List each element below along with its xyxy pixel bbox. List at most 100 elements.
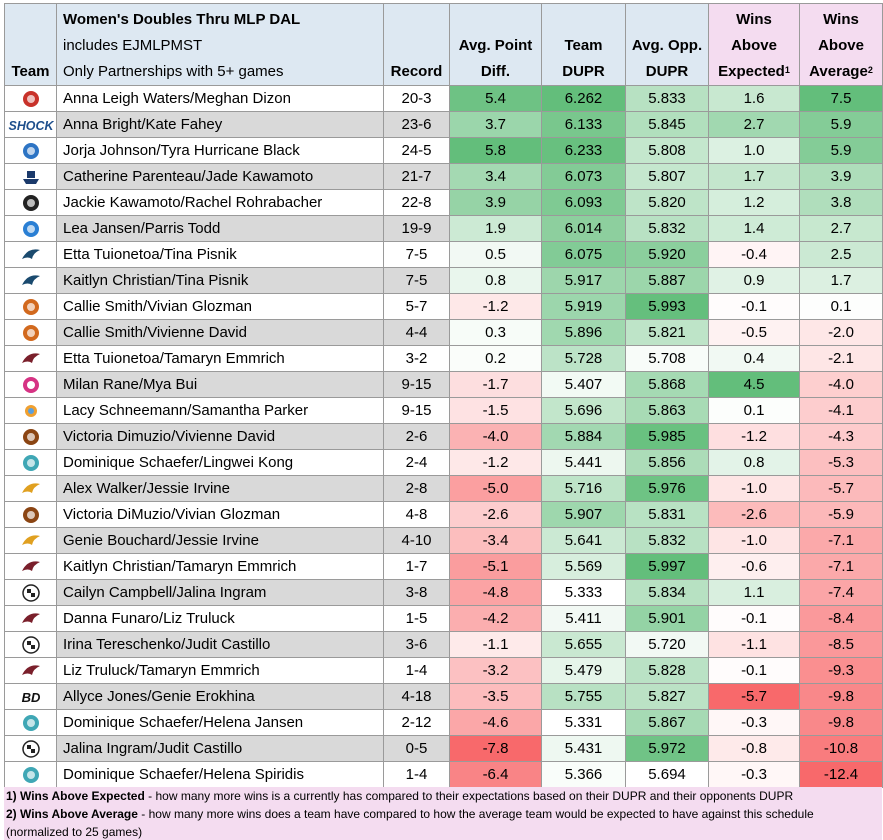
table-row: Milan Rane/Mya Bui 9-15 -1.7 5.407 5.868 4.5-… bbox=[4, 371, 883, 398]
wins-above-expected-cell: -0.6 bbox=[708, 553, 800, 580]
record-cell: 1-5 bbox=[383, 605, 450, 632]
wins-above-expected-cell: -1.1 bbox=[708, 631, 800, 658]
partnership-name: Liz Truluck/Tamaryn Emmrich bbox=[56, 657, 384, 684]
wins-above-expected-cell: 2.7 bbox=[708, 111, 800, 138]
wins-above-expected-cell: -1.0 bbox=[708, 527, 800, 554]
table-row: Anna Leigh Waters/Meghan Dizon 20-3 5.4 6.2… bbox=[4, 85, 883, 112]
waa-line3: Average2 bbox=[809, 63, 873, 80]
avg-point-line2: Diff. bbox=[480, 63, 511, 80]
wins-above-average-cell: -12.4 bbox=[799, 761, 883, 788]
wae-line3: Expected1 bbox=[718, 63, 790, 80]
team-dupr-header: Team DUPR bbox=[541, 3, 626, 86]
table-row: Cailyn Campbell/Jalina Ingram 3-8 -4.8 5.33… bbox=[4, 579, 883, 606]
team-dupr-cell: 5.655 bbox=[541, 631, 626, 658]
partnership-name: Victoria DiMuzio/Vivian Glozman bbox=[56, 501, 384, 528]
table-row: Dominique Schaefer/Helena Jansen 2-12 -4.6… bbox=[4, 709, 883, 736]
team-logo-cell bbox=[4, 475, 57, 502]
table-subtitle-1: includes EJMLPMST bbox=[63, 37, 203, 54]
team-logo-cell bbox=[4, 631, 57, 658]
banner-crest-icon bbox=[22, 428, 39, 445]
record-header: Record bbox=[383, 3, 450, 86]
opp-dupr-cell: 5.985 bbox=[625, 423, 709, 450]
team-dupr-cell: 5.755 bbox=[541, 683, 626, 710]
team-dupr-cell: 5.728 bbox=[541, 345, 626, 372]
table-row: Callie Smith/Vivienne David 4-4 0.3 5.896 5.… bbox=[4, 319, 883, 346]
partnership-name: Anna Bright/Kate Fahey bbox=[56, 111, 384, 138]
record-cell: 5-7 bbox=[383, 293, 450, 320]
avg-point-diff-cell: 5.8 bbox=[449, 137, 542, 164]
partnership-name: Dominique Schaefer/Lingwei Kong bbox=[56, 449, 384, 476]
team-dupr-cell: 5.884 bbox=[541, 423, 626, 450]
partnership-name: Etta Tuionetoa/Tamaryn Emmrich bbox=[56, 345, 384, 372]
team-logo-cell bbox=[4, 85, 57, 112]
record-cell: 7-5 bbox=[383, 241, 450, 268]
wae-line2: Above bbox=[731, 37, 777, 54]
opp-dupr-cell: 5.807 bbox=[625, 163, 709, 190]
wins-above-expected-cell: -0.1 bbox=[708, 605, 800, 632]
team-logo-cell bbox=[4, 449, 57, 476]
opp-dupr-cell: 5.993 bbox=[625, 293, 709, 320]
team-dupr-cell: 5.331 bbox=[541, 709, 626, 736]
waa-line2: Above bbox=[818, 37, 864, 54]
team-dupr-cell: 5.919 bbox=[541, 293, 626, 320]
team-dupr-cell: 5.696 bbox=[541, 397, 626, 424]
opp-dupr-cell: 5.832 bbox=[625, 527, 709, 554]
partnership-name: Lacy Schneemann/Samantha Parker bbox=[56, 397, 384, 424]
team-logo-cell bbox=[4, 163, 57, 190]
avg-point-diff-cell: -4.0 bbox=[449, 423, 542, 450]
partnership-name: Kaitlyn Christian/Tina Pisnik bbox=[56, 267, 384, 294]
footnote-1: 1) Wins Above Expected - how many more w… bbox=[6, 789, 794, 803]
partnership-name: Victoria Dimuzio/Vivienne David bbox=[56, 423, 384, 450]
opp-dupr-cell: 5.834 bbox=[625, 579, 709, 606]
avg-point-diff-cell: 3.9 bbox=[449, 189, 542, 216]
partnership-name: Jorja Johnson/Tyra Hurricane Black bbox=[56, 137, 384, 164]
wins-above-average-cell: -4.3 bbox=[799, 423, 883, 450]
partnership-name: Dominique Schaefer/Helena Spiridis bbox=[56, 761, 384, 788]
wins-above-average-cell: -2.1 bbox=[799, 345, 883, 372]
table-row: Genie Bouchard/Jessie Irvine 4-10 -3.4 5.64… bbox=[4, 527, 883, 554]
wins-above-expected-cell: 0.9 bbox=[708, 267, 800, 294]
wins-above-expected-cell: -1.0 bbox=[708, 475, 800, 502]
team-dupr-cell: 5.569 bbox=[541, 553, 626, 580]
ship-icon bbox=[22, 170, 39, 184]
record-cell: 3-2 bbox=[383, 345, 450, 372]
table-row: Danna Funaro/Liz Truluck 1-5 -4.2 5.411 5.90… bbox=[4, 605, 883, 632]
avg-point-diff-cell: -5.1 bbox=[449, 553, 542, 580]
partnership-name: Callie Smith/Vivienne David bbox=[56, 319, 384, 346]
avg-point-diff-cell: -6.4 bbox=[449, 761, 542, 788]
record-cell: 0-5 bbox=[383, 735, 450, 762]
table-row: Alex Walker/Jessie Irvine 2-8 -5.0 5.716 5.9… bbox=[4, 475, 883, 502]
table-row: Callie Smith/Vivian Glozman 5-7 -1.2 5.919 5… bbox=[4, 293, 883, 320]
record-cell: 2-8 bbox=[383, 475, 450, 502]
record-cell: 20-3 bbox=[383, 85, 450, 112]
partnership-name: Catherine Parenteau/Jade Kawamoto bbox=[56, 163, 384, 190]
table-row: Victoria DiMuzio/Vivian Glozman 4-8 -2.6 5.… bbox=[4, 501, 883, 528]
team-header: Team bbox=[4, 3, 57, 86]
team-logo-cell bbox=[4, 319, 57, 346]
table-row: Dominique Schaefer/Helena Spiridis 1-4 -6.… bbox=[4, 761, 883, 788]
team-logo-cell bbox=[4, 761, 57, 788]
pink-circle-icon bbox=[22, 376, 39, 393]
opp-dupr-cell: 5.868 bbox=[625, 371, 709, 398]
wins-above-expected-cell: 0.4 bbox=[708, 345, 800, 372]
wins-above-average-cell: -9.8 bbox=[799, 683, 883, 710]
wins-above-expected-cell: 1.6 bbox=[708, 85, 800, 112]
team-logo-cell bbox=[4, 657, 57, 684]
avg-point-diff-cell: -1.1 bbox=[449, 631, 542, 658]
mint-emblem-icon bbox=[22, 714, 39, 731]
record-cell: 1-4 bbox=[383, 657, 450, 684]
partnership-name: Milan Rane/Mya Bui bbox=[56, 371, 384, 398]
wins-above-expected-cell: -0.3 bbox=[708, 761, 800, 788]
team-logo-cell bbox=[4, 215, 57, 242]
record-cell: 24-5 bbox=[383, 137, 450, 164]
wins-above-expected-cell: 1.1 bbox=[708, 579, 800, 606]
team-logo-cell bbox=[4, 189, 57, 216]
wins-above-expected-cell: -0.1 bbox=[708, 293, 800, 320]
avg-point-diff-cell: -4.8 bbox=[449, 579, 542, 606]
wins-above-average-cell: 5.9 bbox=[799, 137, 883, 164]
avg-point-diff-cell: 0.8 bbox=[449, 267, 542, 294]
footnotes: 1) Wins Above Expected - how many more w… bbox=[4, 787, 882, 840]
wins-above-average-cell: -4.1 bbox=[799, 397, 883, 424]
wins-above-expected-cell: 0.1 bbox=[708, 397, 800, 424]
opp-dupr-cell: 5.828 bbox=[625, 657, 709, 684]
